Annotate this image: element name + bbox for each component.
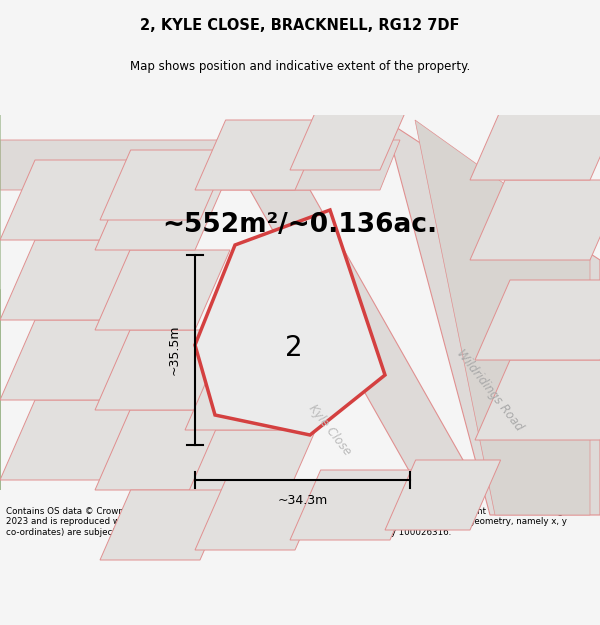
Polygon shape [0, 160, 135, 240]
Polygon shape [185, 360, 316, 430]
Text: ~34.3m: ~34.3m [277, 494, 328, 507]
Text: Wildridings Road: Wildridings Road [454, 347, 526, 433]
Polygon shape [100, 490, 230, 560]
Text: 2: 2 [284, 334, 302, 361]
Polygon shape [0, 320, 135, 400]
Polygon shape [195, 480, 326, 550]
Text: 2, KYLE CLOSE, BRACKNELL, RG12 7DF: 2, KYLE CLOSE, BRACKNELL, RG12 7DF [140, 18, 460, 32]
Polygon shape [385, 460, 500, 530]
Text: ~35.5m: ~35.5m [168, 325, 181, 375]
Polygon shape [195, 120, 326, 190]
Polygon shape [95, 250, 230, 330]
Polygon shape [0, 140, 400, 190]
Polygon shape [195, 210, 385, 435]
Polygon shape [475, 280, 600, 360]
Polygon shape [95, 410, 230, 490]
Polygon shape [385, 120, 600, 515]
Polygon shape [100, 150, 230, 220]
Polygon shape [95, 170, 230, 250]
Polygon shape [470, 180, 600, 260]
Text: Kyle Close: Kyle Close [306, 402, 354, 458]
Polygon shape [0, 240, 135, 320]
Polygon shape [415, 120, 590, 515]
Polygon shape [95, 330, 230, 410]
Polygon shape [185, 430, 316, 500]
Text: ~552m²/~0.136ac.: ~552m²/~0.136ac. [163, 212, 437, 238]
Text: Map shows position and indicative extent of the property.: Map shows position and indicative extent… [130, 60, 470, 73]
Polygon shape [475, 360, 600, 440]
Polygon shape [0, 400, 135, 480]
Polygon shape [470, 100, 600, 180]
Polygon shape [290, 470, 421, 540]
Polygon shape [290, 110, 406, 170]
Text: Contains OS data © Crown copyright and database right 2021. This information is : Contains OS data © Crown copyright and d… [6, 507, 577, 537]
Polygon shape [250, 190, 480, 490]
